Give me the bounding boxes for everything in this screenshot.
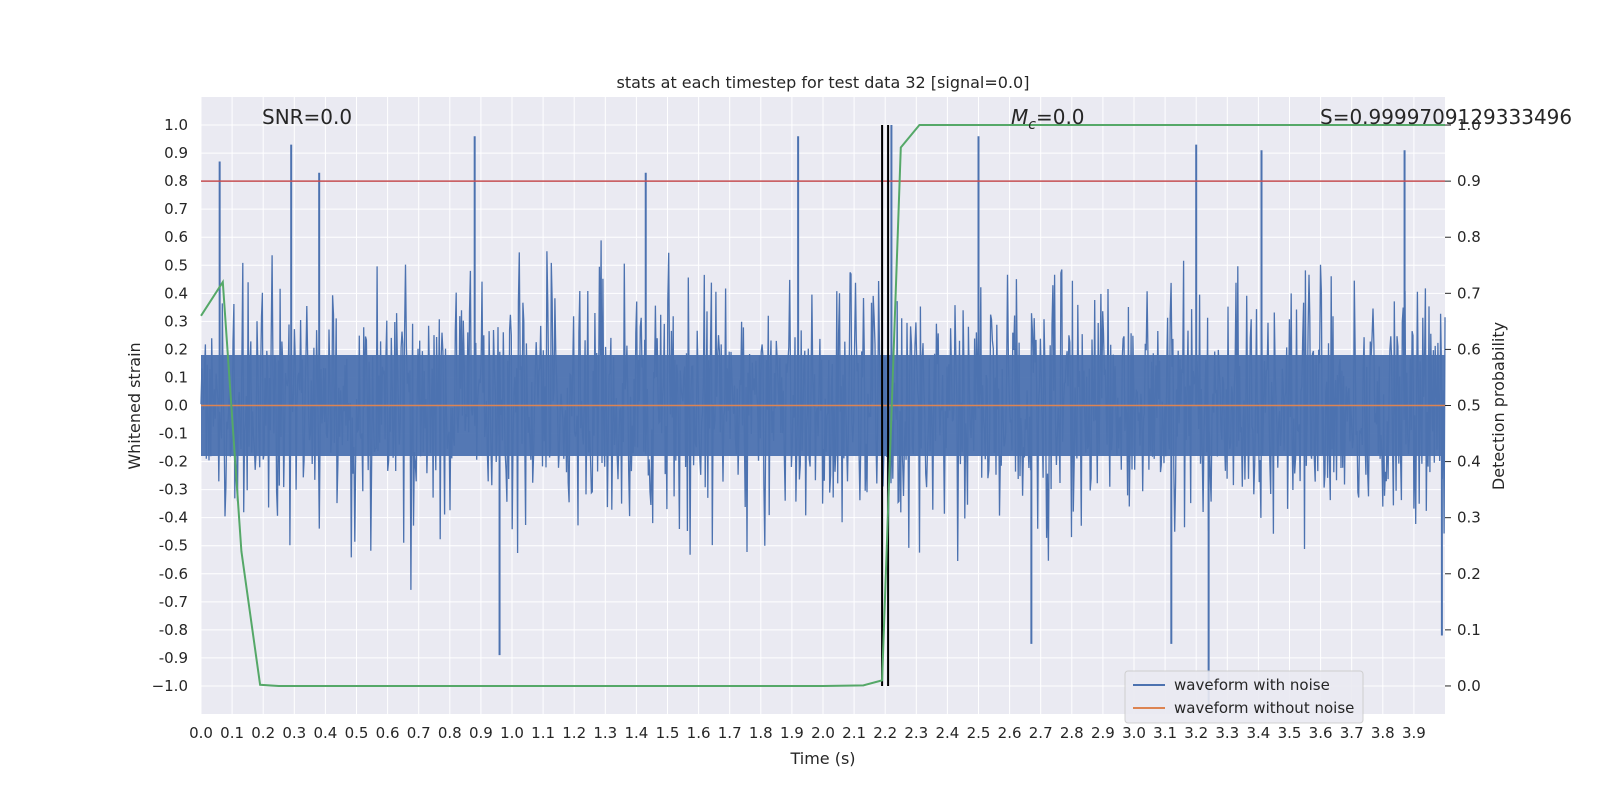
right-y-tick-label: 0.9	[1457, 172, 1481, 190]
right-y-tick-label: 0.7	[1457, 284, 1481, 302]
x-tick-label: 1.9	[780, 724, 804, 742]
left-y-tick-label: 0.3	[164, 312, 188, 330]
left-y-tick-label: -0.1	[159, 425, 188, 443]
left-y-tick-label: −1.0	[152, 677, 188, 695]
x-tick-label: 1.5	[656, 724, 680, 742]
x-tick-label: 1.3	[593, 724, 617, 742]
x-tick-label: 0.5	[345, 724, 369, 742]
s-annotation: S=0.9999709129333496	[1320, 105, 1572, 129]
x-tick-label: 2.2	[873, 724, 897, 742]
right-y-tick-label: 0.1	[1457, 621, 1481, 639]
left-y-tick-label: 0.4	[164, 284, 188, 302]
left-y-tick-label: 0.7	[164, 200, 188, 218]
left-y-tick-label: -0.9	[159, 649, 188, 667]
x-tick-label: 1.0	[500, 724, 524, 742]
legend: waveform with noise waveform without noi…	[1124, 670, 1364, 724]
left-y-tick-label: -0.8	[159, 621, 188, 639]
x-tick-label: 0.8	[438, 724, 462, 742]
detection-probability-line	[200, 124, 1445, 687]
x-tick-label: 3.3	[1215, 724, 1239, 742]
chart-title: stats at each timestep for test data 32 …	[617, 73, 1030, 92]
x-tick-label: 1.6	[687, 724, 711, 742]
right-y-tick-label: 0.4	[1457, 453, 1481, 471]
right-y-tick-label: 0.0	[1457, 677, 1481, 695]
left-y-tick-label: 0.6	[164, 228, 188, 246]
legend-label-without-noise: waveform without noise	[1174, 699, 1354, 717]
x-tick-label: 0.7	[407, 724, 431, 742]
left-y-tick-label: -0.6	[159, 565, 188, 583]
left-y-tick-label: -0.2	[159, 453, 188, 471]
mc-value: =0.0	[1036, 105, 1085, 129]
left-y-tick-label: 0.8	[164, 172, 188, 190]
right-y-tick-label: 1.0	[1457, 116, 1481, 134]
left-y-axis-label: Whitened strain	[125, 342, 144, 469]
x-tick-labels: 0.0 0.1 0.2 0.3 0.4 0.5 0.6 0.7 0.8 0.9 1.0 1.1 1.2 1…	[189, 724, 1426, 742]
x-tick-label: 2.8	[1060, 724, 1084, 742]
left-y-tick-label: -0.3	[159, 481, 188, 499]
x-tick-label: 2.0	[811, 724, 835, 742]
x-tick-label: 0.0	[189, 724, 213, 742]
mc-annotation: Mc=0.0	[1011, 105, 1085, 133]
left-y-tick-label: -0.5	[159, 537, 188, 555]
right-y-tick-label: 0.5	[1457, 397, 1481, 415]
left-y-tick-label: -0.7	[159, 593, 188, 611]
x-tick-label: 1.8	[749, 724, 773, 742]
right-y-tick-label: 0.2	[1457, 565, 1481, 583]
x-tick-label: 1.1	[531, 724, 555, 742]
legend-label-with-noise: waveform with noise	[1174, 676, 1330, 694]
x-tick-label: 3.6	[1309, 724, 1333, 742]
x-tick-label: 3.7	[1340, 724, 1364, 742]
right-y-axis-label: Detection probability	[1489, 322, 1508, 490]
right-y-tick-label: 0.3	[1457, 509, 1481, 527]
snr-annotation: SNR=0.0	[262, 105, 352, 129]
x-tick-label: 1.4	[624, 724, 648, 742]
x-tick-label: 0.6	[376, 724, 400, 742]
left-y-tick-label: 0.1	[164, 368, 188, 386]
left-y-tick-label: 0.5	[164, 256, 188, 274]
x-tick-label: 2.6	[998, 724, 1022, 742]
x-tick-label: 0.9	[469, 724, 493, 742]
mc-subscript: c	[1028, 117, 1036, 133]
right-y-tick-labels: 1.0 0.9 0.8 0.7 0.6 0.5 0.4 0.3 0.2 0.1 0.0	[1445, 116, 1481, 695]
left-y-tick-labels: 1.0 0.9 0.8 0.7 0.6 0.5 0.4 0.3 0.2 0.1 0.0 -0.1 -0.…	[152, 116, 188, 695]
x-tick-label: 3.0	[1122, 724, 1146, 742]
x-tick-label: 1.7	[718, 724, 742, 742]
left-y-tick-label: 1.0	[164, 116, 188, 134]
x-tick-label: 2.5	[967, 724, 991, 742]
x-tick-label: 3.4	[1246, 724, 1270, 742]
x-tick-label: 2.4	[935, 724, 959, 742]
left-y-tick-label: 0.0	[164, 397, 188, 415]
right-y-tick-label: 0.6	[1457, 340, 1481, 358]
x-tick-label: 3.2	[1184, 724, 1208, 742]
x-tick-label: 2.7	[1029, 724, 1053, 742]
left-y-tick-label: 0.2	[164, 340, 188, 358]
x-tick-label: 0.4	[313, 724, 337, 742]
x-tick-label: 3.1	[1153, 724, 1177, 742]
mc-symbol: M	[1011, 105, 1028, 129]
x-tick-label: 3.9	[1402, 724, 1426, 742]
x-tick-label: 3.5	[1278, 724, 1302, 742]
right-y-tick-label: 0.8	[1457, 228, 1481, 246]
legend-box	[1124, 670, 1364, 724]
x-tick-label: 0.2	[251, 724, 275, 742]
x-tick-label: 3.8	[1371, 724, 1395, 742]
x-tick-label: 1.2	[562, 724, 586, 742]
x-axis-label: Time (s)	[789, 749, 855, 768]
left-y-tick-label: 0.9	[164, 144, 188, 162]
x-tick-label: 0.1	[220, 724, 244, 742]
x-tick-label: 2.3	[904, 724, 928, 742]
series-lines	[200, 124, 1445, 687]
left-y-tick-label: -0.4	[159, 509, 188, 527]
x-tick-label: 0.3	[282, 724, 306, 742]
x-tick-label: 2.9	[1091, 724, 1115, 742]
x-tick-label: 2.1	[842, 724, 866, 742]
